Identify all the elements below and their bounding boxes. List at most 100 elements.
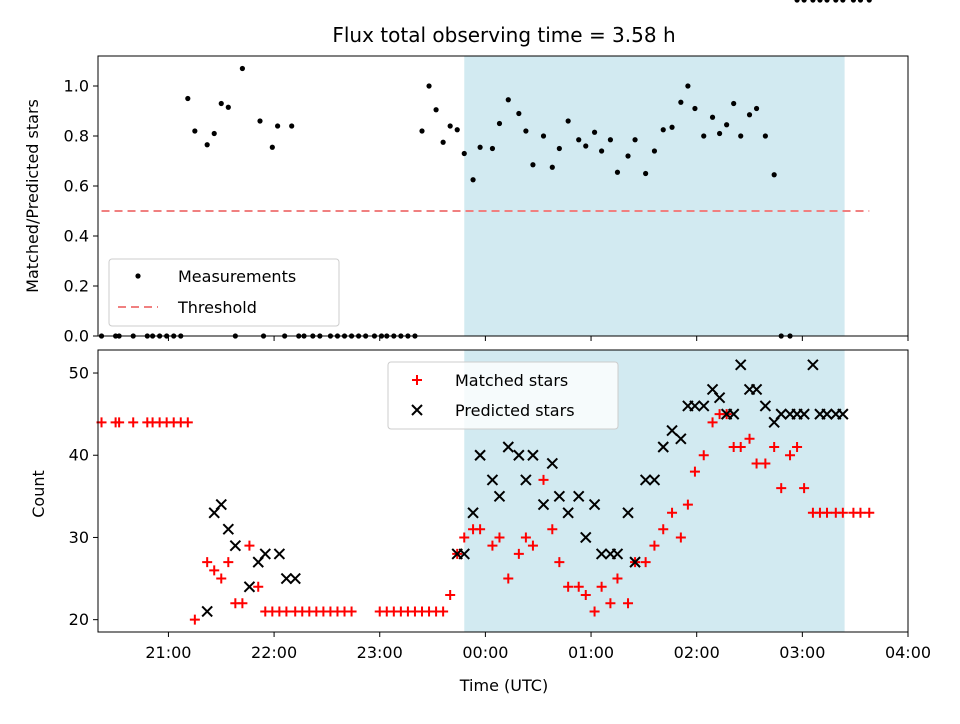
predicted-star-point	[474, 449, 486, 461]
matched-star-point	[623, 598, 634, 609]
measurement-point	[523, 128, 529, 134]
bottom-panel: 20 30 40 50 21:00 22:00 23:00 00:00 01:00 02:00 03…	[69, 349, 931, 662]
measurement-point	[753, 105, 760, 112]
predicted-star-point	[502, 441, 514, 453]
predicted-star-point	[215, 498, 227, 511]
predicted-star-point	[513, 449, 525, 461]
measurement-point	[591, 129, 598, 135]
measurement-point	[771, 172, 777, 178]
top-y-tick-label: 0.6	[64, 177, 89, 196]
measurement-point	[505, 97, 511, 103]
matched-star-point	[792, 442, 803, 453]
matched-star-point	[822, 507, 832, 518]
bottom-y-tick-label: 20	[69, 610, 89, 629]
measurement-point	[218, 100, 224, 107]
predicted-star-point	[222, 523, 235, 535]
matched-star-point	[527, 540, 538, 551]
matched-star-point	[580, 590, 591, 601]
legend-threshold-label: Threshold	[177, 298, 257, 317]
predicted-star-point	[537, 498, 550, 511]
predicted-star-point	[675, 433, 687, 445]
predicted-star-point	[750, 383, 763, 396]
measurement-point	[530, 162, 536, 168]
predicted-star-point	[821, 408, 833, 420]
matched-star-point	[475, 524, 486, 535]
measurement-point	[660, 127, 666, 133]
measurement-point	[470, 177, 476, 183]
matched-star-point	[563, 581, 574, 592]
x-tick-label: 23:00	[357, 643, 403, 662]
matched-star-point	[589, 606, 600, 617]
measurement-point	[185, 95, 191, 102]
top-legend: Measurements Threshold	[108, 258, 340, 327]
predicted-star-point	[611, 548, 624, 560]
x-tick-label: 21:00	[145, 643, 191, 662]
matched-star-point	[513, 548, 524, 559]
measurement-point	[801, 0, 807, 3]
predicted-star-point	[527, 449, 539, 461]
chart-title: Flux total observing time = 3.58 h	[332, 23, 675, 47]
x-tick-label: 00:00	[462, 643, 508, 662]
measurement-point	[850, 0, 857, 3]
measurement-point	[440, 139, 446, 145]
measurement-point	[817, 0, 823, 3]
measurement-point	[746, 112, 753, 118]
predicted-star-point	[698, 400, 710, 412]
predicted-star-point	[493, 490, 506, 503]
measurement-point	[762, 133, 768, 139]
predicted-star-point	[666, 424, 678, 437]
matched-star-point	[855, 507, 866, 518]
predicted-star-point	[520, 474, 532, 486]
measurement-point	[599, 148, 605, 154]
legend-matched-marker	[412, 375, 422, 385]
top-y-tick-label: 0.0	[64, 327, 89, 346]
matched-star-point	[785, 450, 796, 461]
measurement-point	[289, 123, 295, 129]
matched-star-point	[494, 532, 505, 543]
matched-star-point	[547, 524, 558, 535]
top-y-axis-label: Matched/Predicted stars	[23, 99, 42, 293]
predicted-star-point	[273, 548, 286, 560]
x-tick-label: 01:00	[568, 643, 614, 662]
matched-star-point	[751, 458, 762, 469]
predicted-star-point	[775, 408, 787, 420]
top-legend-box	[108, 258, 340, 327]
measurement-point	[556, 145, 562, 152]
matched-star-point	[573, 581, 584, 592]
x-tick-label: 22:00	[251, 643, 297, 662]
matched-star-point	[182, 417, 193, 428]
bottom-y-tick-label: 30	[69, 528, 89, 547]
predicted-star-point	[201, 605, 213, 618]
matched-star-point	[459, 532, 470, 543]
bottom-y-axis-label: Count	[29, 470, 48, 518]
matched-star-point	[675, 532, 686, 543]
legend-predicted-marker	[411, 404, 423, 416]
matched-star-point	[744, 433, 755, 444]
measurement-point	[678, 99, 684, 105]
predicted-star-point	[467, 507, 479, 519]
matched-star-point	[707, 417, 718, 428]
matched-star-point	[538, 474, 549, 485]
predicted-star-point	[588, 498, 601, 511]
x-tick-label: 03:00	[779, 643, 825, 662]
bottom-legend-box	[387, 361, 619, 430]
measurement-point	[419, 128, 425, 134]
measurement-point	[824, 0, 830, 3]
measurement-point	[625, 153, 631, 159]
legend-predicted-label: Predicted stars	[455, 401, 575, 420]
legend-matched-label: Matched stars	[455, 371, 568, 390]
measurement-point	[833, 0, 839, 3]
matched-star-point	[864, 507, 875, 518]
measurement-point	[454, 127, 460, 133]
measurement-point	[643, 170, 649, 177]
measurement-point	[810, 0, 816, 3]
measurement-point	[724, 122, 730, 128]
predicted-star-point	[486, 474, 499, 486]
x-tick-label: 04:00	[885, 643, 931, 662]
top-y-tick-label: 0.8	[64, 127, 89, 146]
matched-star-point	[640, 557, 651, 568]
measurement-point	[225, 104, 231, 110]
matched-star-point	[799, 483, 810, 494]
top-y-tick-label: 1.0	[64, 77, 89, 96]
